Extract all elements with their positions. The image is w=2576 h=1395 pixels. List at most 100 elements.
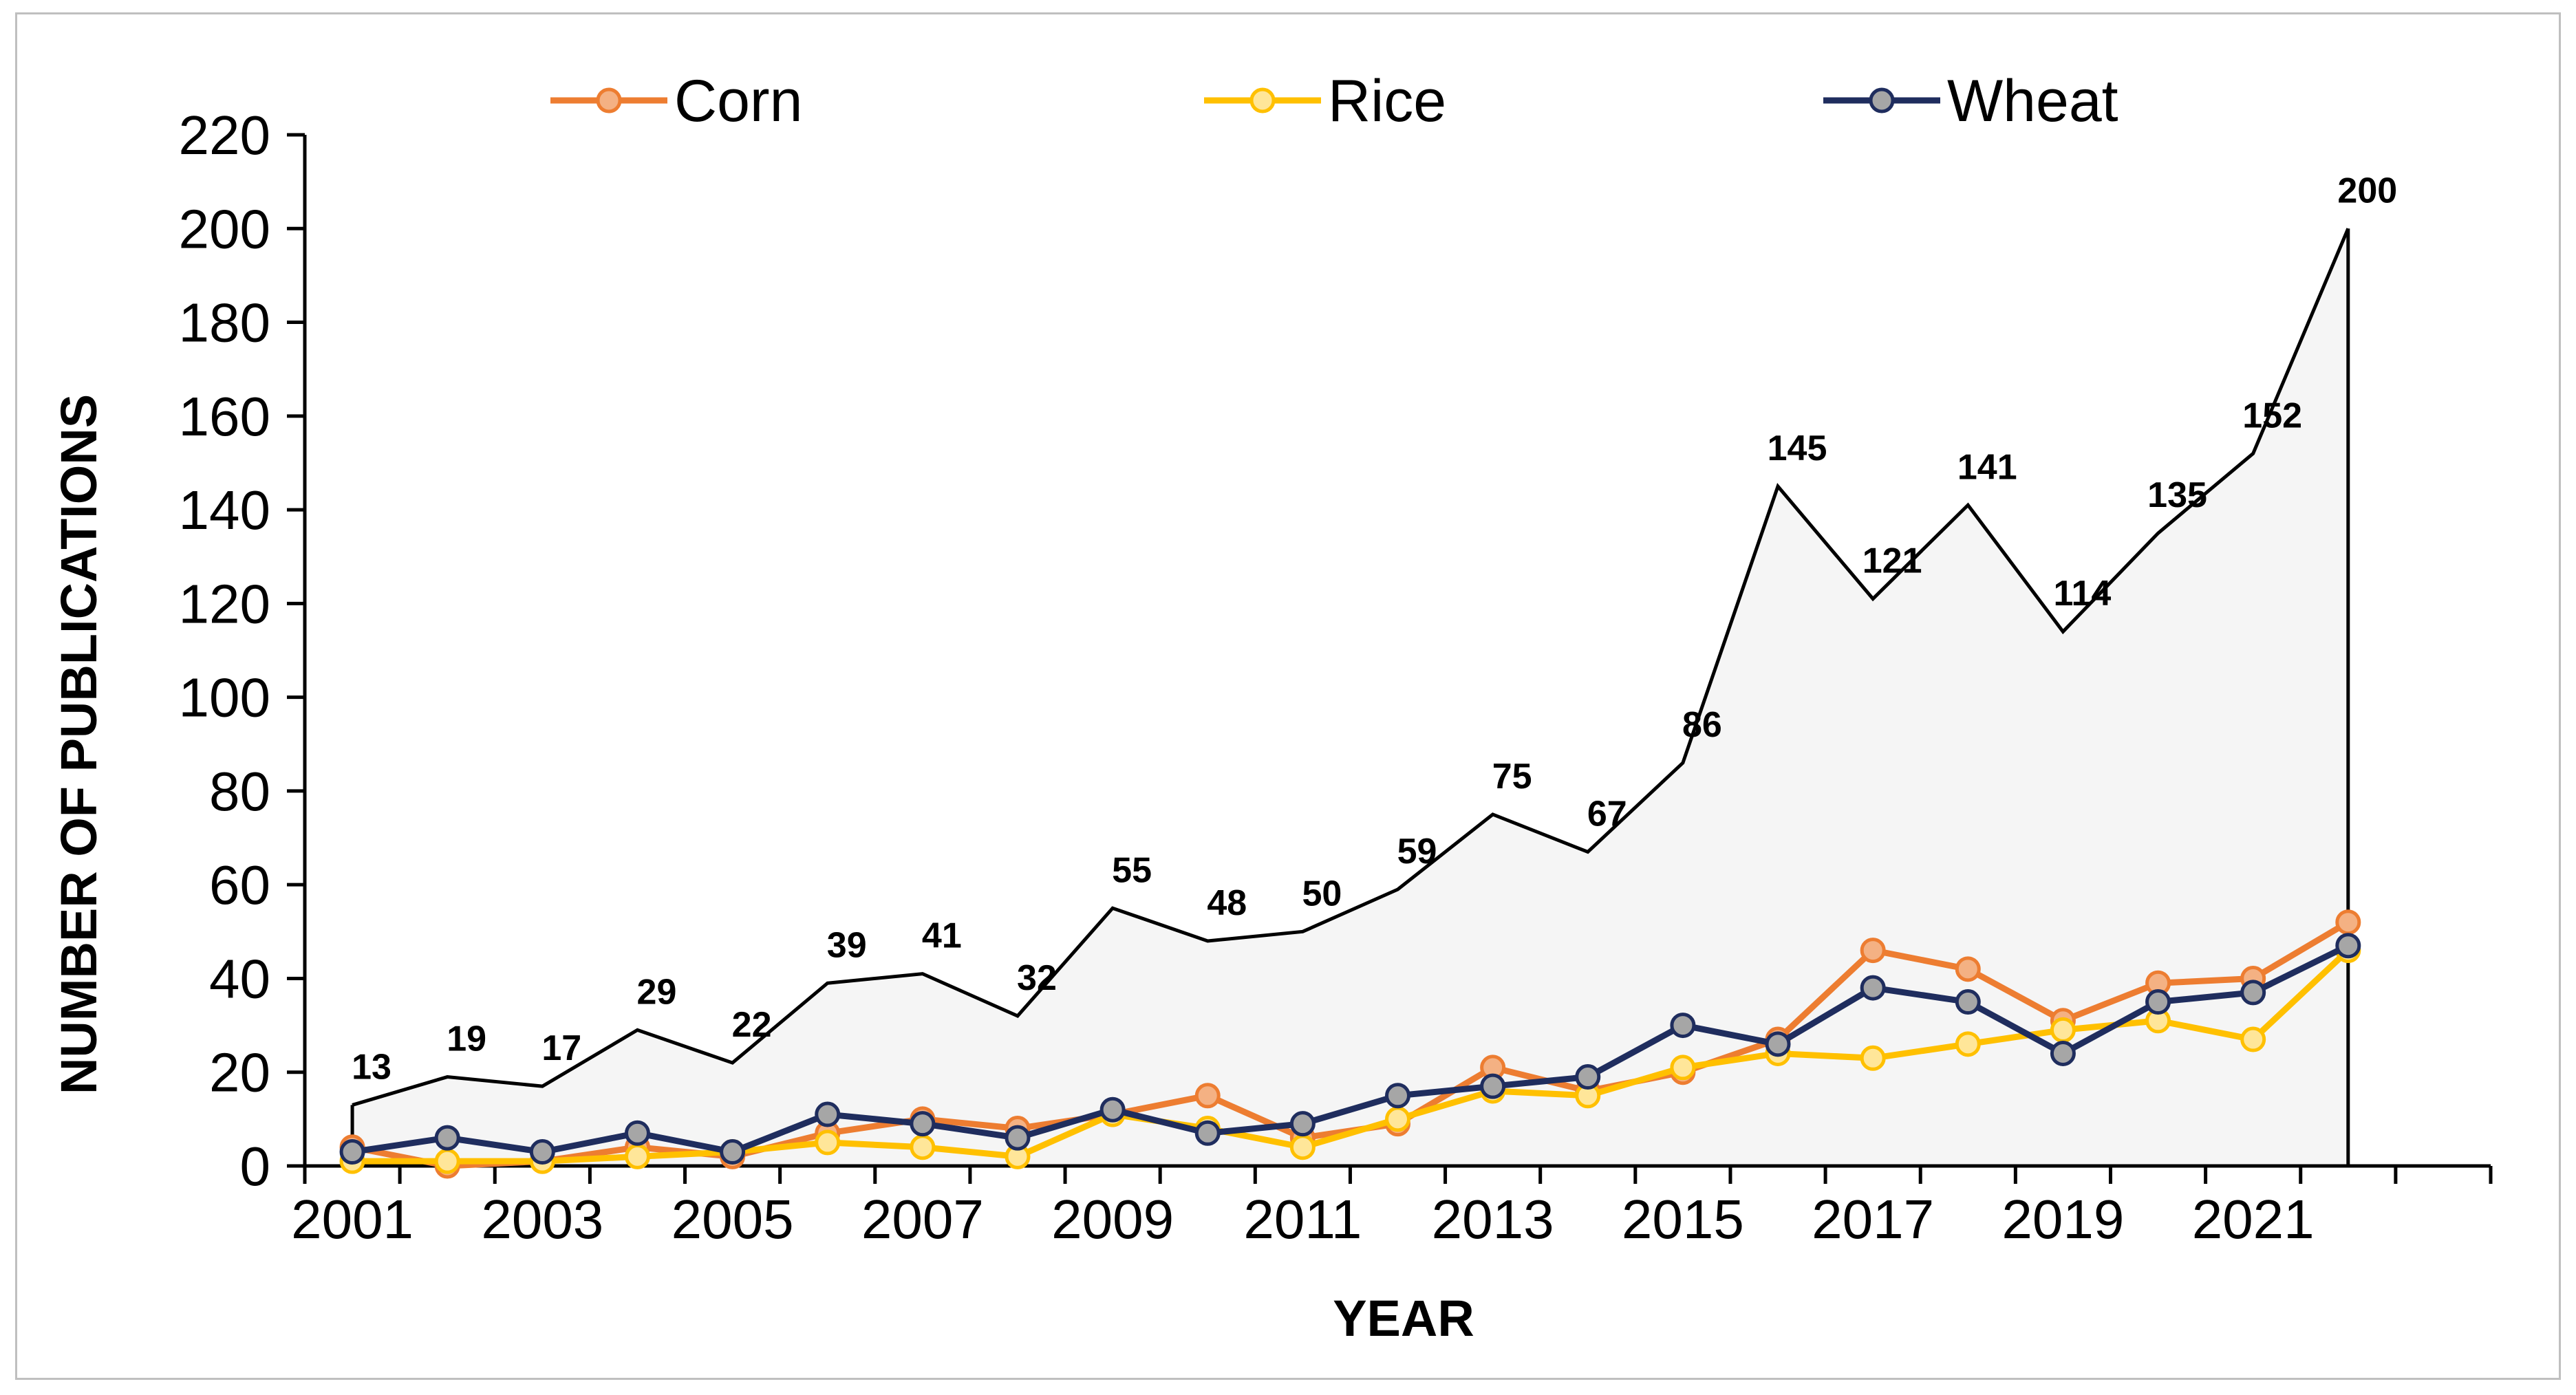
total-data-label: 200 [2337,171,2397,210]
y-axis-title: NUMBER OF PUBLICATIONS [50,394,107,1094]
wheat-marker [1860,975,1886,1001]
x-tick-label: 2011 [1243,1189,1362,1250]
y-tick-label: 80 [209,761,270,822]
legend-corn-marker [596,87,622,113]
rice-marker [434,1148,460,1174]
y-tick-label: 200 [179,198,270,259]
total-data-label: 86 [1682,705,1722,745]
total-data-label: 17 [541,1028,581,1068]
legend-wheat-label: Wheat [1947,68,2118,134]
total-data-label: 50 [1302,874,1342,913]
wheat-marker [1005,1125,1031,1151]
rice-marker [1670,1055,1696,1081]
wheat-marker [1480,1073,1506,1099]
y-tick-label: 160 [179,386,270,447]
data-labels-layer: 13 19 17 29 22 39 41 32 55 48 50 59 75 67 86 145 121 141 1… [352,171,2397,1087]
total-data-label: 41 [922,916,962,956]
wheat-marker [815,1101,841,1127]
legend: Corn Rice Wheat [550,68,2118,134]
y-tick-label: 100 [179,667,270,728]
rice-line [352,948,2350,1165]
rice-marker [2240,1026,2266,1052]
x-tick-label: 2005 [672,1189,794,1250]
x-tick-label: 2007 [861,1189,984,1250]
rice-marker [1860,1045,1886,1071]
total-data-label: 121 [1863,541,1922,581]
x-tick-label: 2015 [1622,1189,1744,1250]
wheat-line [352,942,2350,1156]
wheat-marker [720,1139,746,1165]
wheat-marker [2145,989,2171,1015]
wheat-marker [910,1111,936,1137]
y-tick-label: 20 [209,1042,270,1103]
total-line [352,228,2350,1107]
y-tick-label: 140 [179,479,270,541]
total-data-label: 19 [447,1019,486,1059]
legend-corn-label: Corn [674,68,802,134]
y-tick-label: 0 [240,1136,271,1197]
y-tick-label: 40 [209,948,270,1009]
x-tick-label: 2003 [481,1189,603,1250]
total-data-label: 13 [352,1047,391,1087]
wheat-marker [1289,1111,1316,1137]
total-data-label: 145 [1768,429,1827,468]
y-tick-label: 120 [179,573,270,634]
rice-marker [624,1143,650,1169]
legend-wheat-marker [1869,87,1895,113]
total-data-label: 135 [2147,475,2207,515]
total-data-label: 67 [1587,794,1627,834]
wheat-marker [339,1139,365,1165]
x-axis-title: YEAR [1333,1290,1474,1347]
wheat-marker [2050,1040,2076,1066]
wheat-marker [1385,1083,1410,1109]
total-area-fill [352,228,2348,1167]
y-tick-label: 180 [179,292,270,354]
total-data-label: 152 [2242,396,2302,435]
wheat-marker [624,1120,650,1146]
series-layer [339,909,2361,1179]
rice-marker [1385,1106,1410,1132]
legend-rice-label: Rice [1328,68,1446,134]
x-tick-label: 2017 [1812,1189,1934,1250]
total-data-label: 29 [637,972,677,1012]
x-tick-label: 2021 [2192,1189,2315,1250]
wheat-marker [434,1125,460,1151]
wheat-marker [1765,1031,1791,1057]
total-data-label: 39 [827,925,867,965]
wheat-marker [1194,1120,1221,1146]
rice-marker [2050,1017,2076,1043]
total-data-label: 59 [1397,832,1437,872]
x-tick-label: 2009 [1051,1189,1174,1250]
total-data-label: 114 [2053,574,2111,614]
x-tick-label: 2001 [291,1189,414,1250]
wheat-marker [1670,1013,1696,1039]
wheat-marker [529,1139,555,1165]
wheat-marker [1955,989,1981,1015]
rice-marker [1955,1031,1981,1057]
y-tick-label: 60 [209,854,270,916]
corn-marker [2335,909,2361,936]
wheat-marker [2240,980,2266,1006]
total-data-label: 22 [732,1005,772,1045]
total-area-layer [350,228,2350,1167]
x-tick-label: 2013 [1432,1189,1554,1250]
rice-marker [815,1129,841,1156]
x-tick-label: 2019 [2001,1189,2124,1250]
total-data-label: 75 [1492,757,1532,797]
corn-marker [1194,1083,1221,1109]
rice-marker [910,1134,936,1160]
axes-layer: 0 20 40 60 80 100 120 140 160 180 200 220 2001 2003 20… [179,105,2493,1250]
wheat-marker [2335,933,2361,959]
total-data-label: 48 [1207,883,1247,923]
corn-marker [1860,938,1886,964]
total-data-label: 55 [1112,850,1152,890]
legend-rice-marker [1249,87,1276,113]
wheat-marker [1575,1064,1601,1090]
wheat-marker [1099,1096,1126,1123]
y-tick-label: 220 [179,105,270,166]
total-data-label: 32 [1017,958,1057,998]
corn-marker [1955,956,1981,982]
rice-marker [1289,1134,1316,1160]
total-data-label: 141 [1957,447,2017,487]
